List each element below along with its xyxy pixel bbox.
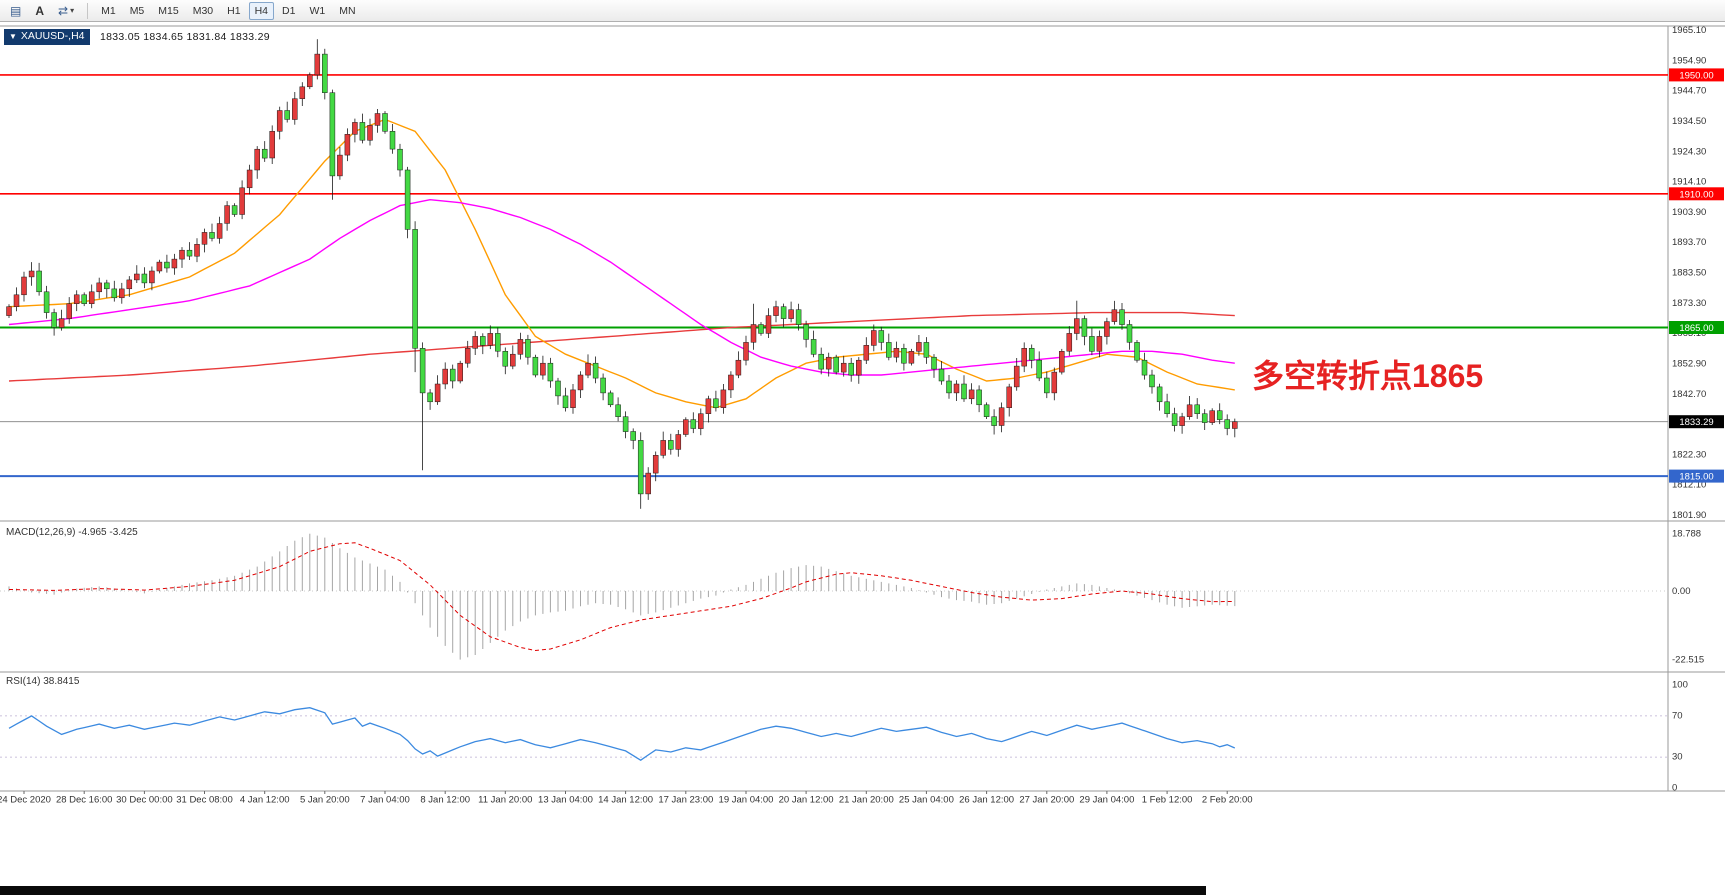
svg-text:2 Feb 20:00: 2 Feb 20:00 [1202,795,1253,806]
ma-line-orange [8,118,1235,409]
svg-text:24 Dec 2020: 24 Dec 2020 [0,795,51,806]
chart-layout-icon: ▤ [10,3,22,18]
timeframe-m30-button[interactable]: M30 [187,2,219,20]
main-chart-panel[interactable] [0,39,1668,509]
svg-text:1873.30: 1873.30 [1672,298,1706,309]
svg-text:1842.70: 1842.70 [1672,389,1706,400]
svg-text:14 Jan 12:00: 14 Jan 12:00 [598,795,653,806]
svg-text:18.788: 18.788 [1672,529,1701,540]
svg-text:1815.00: 1815.00 [1679,472,1713,483]
toolbar-separator [87,2,89,19]
svg-text:8 Jan 12:00: 8 Jan 12:00 [420,795,470,806]
timeframe-m5-button[interactable]: M5 [124,2,151,20]
text-tool-icon: A [35,3,45,18]
svg-text:30: 30 [1672,752,1683,763]
timeframe-h4-button[interactable]: H4 [248,1,275,20]
svg-text:29 Jan 04:00: 29 Jan 04:00 [1079,795,1134,806]
symbol-dropdown-icon: ▼ [9,32,17,41]
svg-text:13 Jan 04:00: 13 Jan 04:00 [538,795,593,806]
svg-text:7 Jan 04:00: 7 Jan 04:00 [360,795,410,806]
price-axis[interactable]: 1965.10 1954.90 1944.70 1934.50 1924.30 1914.… [1669,25,1724,794]
price-tag-1910.00: 1910.00 [1669,187,1724,201]
svg-text:1 Feb 12:00: 1 Feb 12:00 [1142,795,1193,806]
chart-annotation-text[interactable]: 多空转折点1865 [1252,358,1484,394]
svg-text:1934.50: 1934.50 [1672,116,1706,127]
chart-layout-button[interactable]: ▤ [4,2,27,20]
svg-text:19 Jan 04:00: 19 Jan 04:00 [719,795,774,806]
timeframe-h1-button[interactable]: H1 [221,2,246,20]
svg-text:1801.90: 1801.90 [1672,510,1706,521]
svg-text:11 Jan 20:00: 11 Jan 20:00 [478,795,532,806]
svg-text:30 Dec 00:00: 30 Dec 00:00 [116,795,173,806]
time-axis[interactable]: 24 Dec 2020 28 Dec 16:00 30 Dec 00:00 31 De… [0,791,1253,806]
svg-text:20 Jan 12:00: 20 Jan 12:00 [779,795,834,806]
svg-text:26 Jan 12:00: 26 Jan 12:00 [959,795,1014,806]
svg-text:1910.00: 1910.00 [1679,189,1713,200]
svg-text:70: 70 [1672,710,1683,721]
price-tag-1815.00: 1815.00 [1669,469,1724,483]
svg-text:1812.10: 1812.10 [1672,480,1706,491]
svg-text:31 Dec 08:00: 31 Dec 08:00 [176,795,233,806]
price-tag-1950.00: 1950.00 [1669,68,1724,82]
svg-text:1965.10: 1965.10 [1672,25,1706,36]
svg-text:28 Dec 16:00: 28 Dec 16:00 [56,795,113,806]
current-price-tag: 1833.29 [1669,415,1724,429]
rsi-panel[interactable] [0,707,1668,761]
ma-line-red [8,311,1235,382]
bottom-bar [0,886,1206,895]
macd-histogram [8,533,1236,660]
svg-text:1833.29: 1833.29 [1679,417,1713,428]
svg-text:17 Jan 23:00: 17 Jan 23:00 [658,795,713,806]
svg-text:0: 0 [1672,783,1677,794]
candlestick-series [6,39,1238,509]
panel-borders [0,25,1725,792]
timeframe-m1-button[interactable]: M1 [95,2,122,20]
price-tag-1865.00: 1865.00 [1669,321,1724,334]
svg-text:4 Jan 12:00: 4 Jan 12:00 [240,795,290,806]
text-tool-button[interactable]: A [29,2,50,20]
svg-text:1950.00: 1950.00 [1679,70,1713,81]
svg-text:1893.70: 1893.70 [1672,237,1706,248]
svg-text:1822.30: 1822.30 [1672,449,1706,460]
svg-text:1954.90: 1954.90 [1672,55,1706,66]
macd-label: MACD(12,26,9) -4.965 -3.425 [6,527,138,538]
svg-text:1924.30: 1924.30 [1672,146,1706,157]
timeframe-m15-button[interactable]: M15 [152,2,184,20]
macd-panel[interactable] [0,533,1668,660]
svg-text:1944.70: 1944.70 [1672,86,1706,97]
ohlc-readout: 1833.05 1834.65 1831.84 1833.29 [100,31,270,43]
svg-text:0.00: 0.00 [1672,586,1691,597]
cycle-arrows-button[interactable]: ⇄ ▾ [52,2,80,20]
svg-text:1883.50: 1883.50 [1672,268,1706,279]
svg-text:27 Jan 20:00: 27 Jan 20:00 [1019,795,1074,806]
macd-signal-line [8,542,1235,652]
rsi-label: RSI(14) 38.8415 [6,676,80,687]
timeframe-mn-button[interactable]: MN [333,2,361,20]
timeframe-w1-button[interactable]: W1 [303,2,331,20]
svg-text:1865.00: 1865.00 [1679,323,1713,334]
ma-line-magenta [8,198,1235,376]
svg-text:-22.515: -22.515 [1672,655,1704,666]
svg-text:1903.90: 1903.90 [1672,207,1706,218]
cycle-arrows-icon: ⇄ [58,3,69,18]
svg-text:21 Jan 20:00: 21 Jan 20:00 [839,795,894,806]
svg-text:5 Jan 20:00: 5 Jan 20:00 [300,795,350,806]
symbol-timeframe-chip[interactable]: ▼ XAUUSD-,H4 [4,29,90,45]
timeframe-d1-button[interactable]: D1 [276,2,301,20]
rsi-line [8,707,1236,761]
svg-text:25 Jan 04:00: 25 Jan 04:00 [899,795,954,806]
svg-text:1852.90: 1852.90 [1672,359,1706,370]
svg-text:1914.10: 1914.10 [1672,177,1706,188]
dropdown-caret-icon: ▾ [70,6,75,15]
symbol-timeframe-label: XAUUSD-,H4 [20,30,85,42]
main-toolbar: ▤ A ⇄ ▾ M1 M5 M15 M30 H1 H4 D1 W1 MN [0,0,1725,22]
svg-text:100: 100 [1672,680,1688,691]
